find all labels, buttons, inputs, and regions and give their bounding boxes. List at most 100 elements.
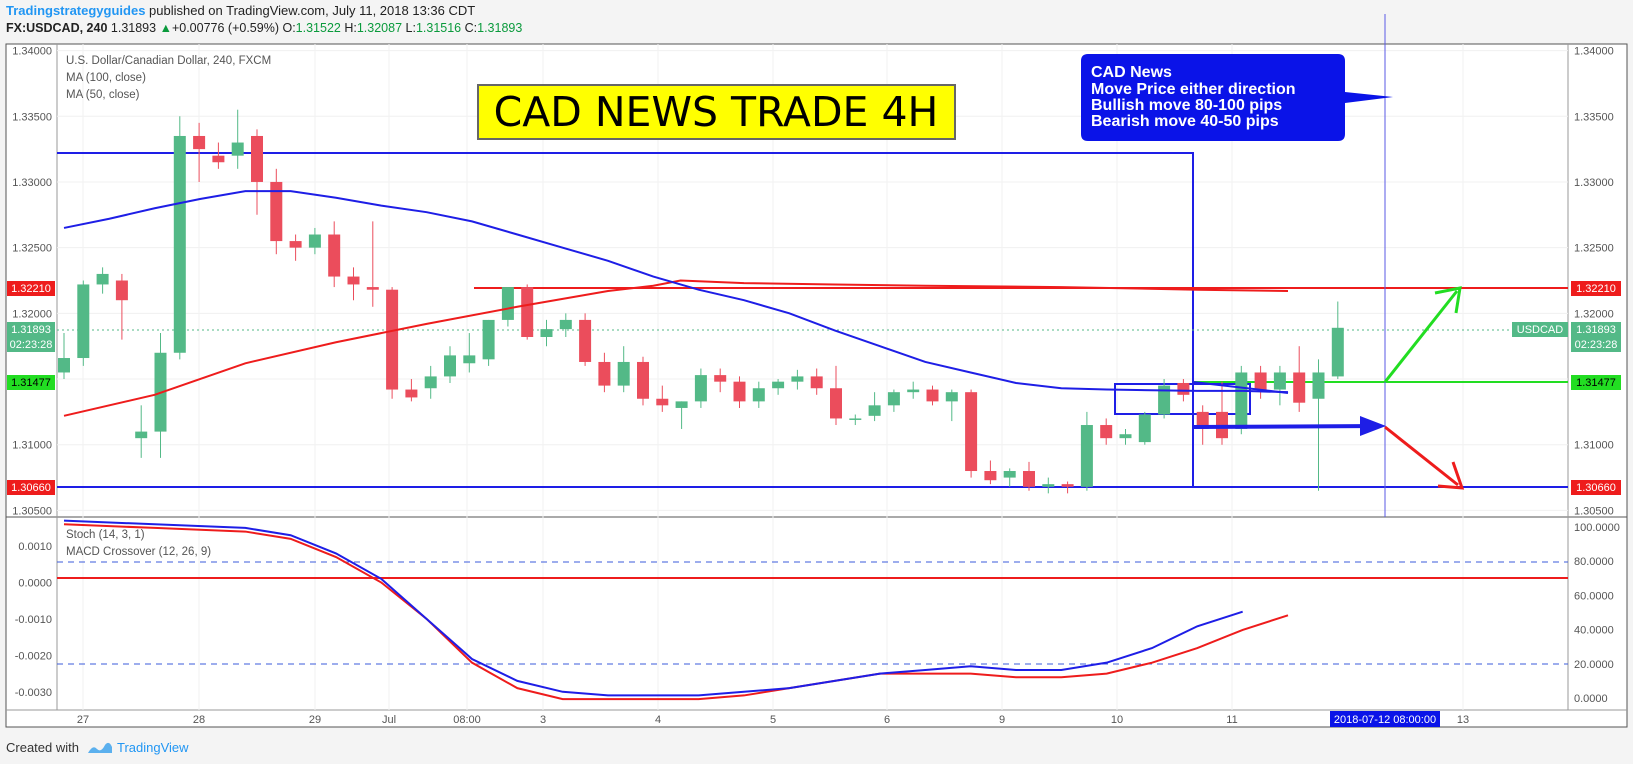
- candle-body: [830, 388, 842, 419]
- support-label-left: 1.30660: [7, 480, 55, 495]
- change-arrow-icon: ▲: [159, 21, 172, 35]
- cursor-date-label: 2018-07-12 08:00:00: [1330, 711, 1440, 727]
- svg-text:1.30660: 1.30660: [11, 482, 51, 494]
- candle-body: [926, 389, 939, 402]
- stoch-tick-label: 0.0000: [1574, 693, 1608, 705]
- svg-text:2018-07-12 08:00:00: 2018-07-12 08:00:00: [1334, 714, 1436, 726]
- candle-body: [1331, 327, 1344, 377]
- candle-body: [1138, 414, 1151, 443]
- candle-body: [637, 361, 649, 399]
- candle-body: [482, 319, 495, 360]
- candle-body: [984, 471, 997, 481]
- candle-body: [424, 376, 437, 389]
- low-value: 1.31516: [415, 21, 462, 35]
- candle-body: [289, 241, 302, 248]
- time-tick-label: Jul: [382, 714, 396, 726]
- time-tick-label: 27: [77, 714, 89, 726]
- bearish-arrow-icon[interactable]: [1384, 425, 1465, 490]
- macd-line[interactable]: [63, 519, 1243, 697]
- grid: [57, 44, 1568, 710]
- legend-macd[interactable]: MACD Crossover (12, 26, 9): [66, 546, 211, 558]
- price-tick-left: 1.32500: [12, 243, 52, 255]
- svg-text:1.31893: 1.31893: [11, 324, 51, 336]
- symbol-interval: FX:USDCAD, 240: [6, 21, 108, 35]
- time-tick-label: 11: [1226, 714, 1237, 726]
- callout-line-3: Bullish move 80-100 pips: [1091, 97, 1282, 114]
- footer-created: Created with: [6, 740, 79, 755]
- time-tick-label: 10: [1111, 714, 1123, 726]
- resistance-label-right: 1.32210: [1571, 281, 1621, 296]
- high-value: 1.32087: [356, 21, 403, 35]
- svg-text:1.31893: 1.31893: [1576, 324, 1616, 336]
- legend-ma50[interactable]: MA (50, close): [66, 89, 140, 101]
- candle-body: [752, 388, 765, 402]
- resistance-label-left: 1.32210: [7, 281, 55, 296]
- time-axis-ticks[interactable]: 27 28 29 Jul 08:00 3 4 5 6 9 10 11 13: [77, 714, 1469, 726]
- ma100-line[interactable]: [63, 279, 1289, 417]
- candle-body: [521, 287, 534, 337]
- range-box-top-right[interactable]: [57, 152, 1194, 487]
- candle-body: [1158, 385, 1171, 415]
- candle-body: [1061, 484, 1074, 487]
- bullish-arrow-icon[interactable]: [1383, 286, 1462, 383]
- support-label-right: 1.30660: [1571, 480, 1621, 495]
- candle-body: [714, 375, 727, 382]
- candle-body: [1023, 471, 1035, 487]
- time-tick-label: 5: [770, 714, 776, 726]
- callout-line-4: Bearish move 40-50 pips: [1091, 113, 1279, 130]
- candle-body: [907, 389, 920, 393]
- author-link[interactable]: Tradingstrategyguides: [6, 3, 146, 18]
- ma-extension-line: [1192, 381, 1289, 394]
- price-tick-right: 1.33500: [1574, 111, 1614, 123]
- title-text: CAD NEWS TRADE 4H: [494, 88, 939, 136]
- candle-body: [849, 418, 862, 420]
- candle-body: [656, 398, 669, 406]
- candle-body: [231, 142, 244, 156]
- symbol-tag: USDCAD: [1512, 322, 1568, 337]
- title-box[interactable]: [477, 84, 956, 140]
- candle-body: [308, 234, 321, 248]
- candle-body: [444, 355, 456, 377]
- candle-body: [772, 381, 785, 389]
- candle-body: [733, 381, 746, 402]
- price-tick-right: 1.31000: [1574, 440, 1614, 452]
- news-callout[interactable]: CAD News Move Price either direction Bul…: [1081, 54, 1393, 141]
- candle-body: [1100, 425, 1113, 439]
- breakout-arrow-icon[interactable]: [1192, 416, 1386, 436]
- price-tick-right: 1.34000: [1574, 46, 1614, 58]
- svg-text:1.32210: 1.32210: [11, 283, 51, 295]
- candle-body: [270, 181, 283, 242]
- time-tick-label: 4: [655, 714, 661, 726]
- macd-tick-label: -0.0030: [15, 687, 52, 699]
- svg-text:02:23:28: 02:23:28: [10, 339, 53, 351]
- candle-body: [115, 280, 128, 301]
- stoch-tick-label: 100.0000: [1574, 522, 1620, 534]
- last-price-label-left: 1.31893 02:23:28: [7, 322, 55, 352]
- candle-body: [868, 405, 881, 416]
- legend-title[interactable]: U.S. Dollar/Canadian Dollar, 240, FXCM: [66, 55, 271, 67]
- svg-text:1.30660: 1.30660: [1576, 482, 1616, 494]
- legend-ma100[interactable]: MA (100, close): [66, 72, 146, 84]
- svg-text:1.31477: 1.31477: [11, 377, 51, 389]
- footer-brand-link[interactable]: TradingView: [116, 740, 189, 755]
- footer: Created with TradingView: [6, 740, 189, 755]
- candle-body: [1312, 372, 1325, 399]
- macd-tick-label: 0.0000: [18, 578, 52, 590]
- stoch-tick-label: 20.0000: [1574, 659, 1614, 671]
- publish-header: Tradingstrategyguides published on Tradi…: [6, 3, 475, 18]
- legend-stoch[interactable]: Stoch (14, 3, 1): [66, 529, 145, 541]
- price-tick-left: 1.33000: [12, 177, 52, 189]
- publish-info: published on TradingView.com, July 11, 2…: [145, 3, 476, 18]
- callout-line-1: CAD News: [1091, 64, 1172, 81]
- time-tick-label: 28: [193, 714, 205, 726]
- ma50-line[interactable]: [63, 190, 1289, 394]
- macd-signal-line[interactable]: [63, 523, 1289, 701]
- candle-body: [1293, 372, 1306, 403]
- candle-body: [96, 273, 109, 285]
- low-label: L:: [405, 21, 416, 35]
- last-price: 1.31893: [110, 21, 157, 35]
- close-label: C:: [464, 21, 478, 35]
- macd-tick-label: -0.0020: [15, 650, 52, 662]
